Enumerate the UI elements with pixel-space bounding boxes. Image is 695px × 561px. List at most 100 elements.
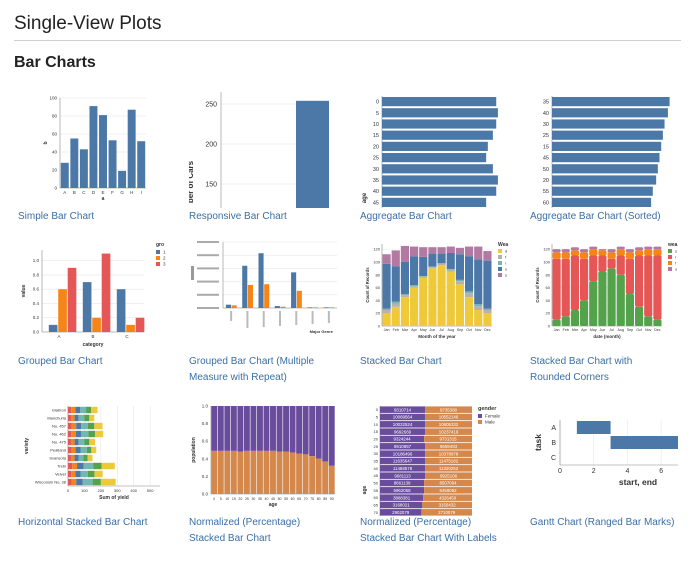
x-tick-label bbox=[295, 311, 298, 325]
bar-segment bbox=[91, 406, 98, 414]
bar-segment bbox=[391, 303, 400, 307]
card-title[interactable]: Aggregate Bar Chart (Sorted) bbox=[530, 211, 661, 222]
bar-segment bbox=[83, 454, 88, 462]
card-link[interactable]: Responsive Bar Chart bbox=[189, 209, 359, 225]
bar-segment bbox=[607, 258, 616, 269]
bar-segment bbox=[400, 293, 409, 296]
bar-segment bbox=[616, 246, 625, 250]
bar-segment bbox=[256, 450, 263, 494]
bar-label: 10237419 bbox=[439, 429, 459, 434]
bar bbox=[382, 164, 493, 174]
x-tick-label: Apr bbox=[411, 328, 417, 332]
card-link[interactable]: Normalized (Percentage) Stacked Bar Char… bbox=[360, 515, 530, 547]
card-title-line-2[interactable]: Stacked Bar Chart bbox=[189, 533, 271, 544]
card-link[interactable]: Stacked Bar Chart bbox=[360, 354, 530, 370]
bar bbox=[291, 272, 297, 308]
bar-segment bbox=[283, 451, 290, 494]
bar-label: 9659493 bbox=[440, 444, 458, 449]
bar bbox=[552, 97, 670, 107]
bar-label: 2710079 bbox=[438, 510, 456, 515]
bar-segment bbox=[428, 268, 437, 326]
card-link[interactable]: Grouped Bar Chart bbox=[18, 354, 188, 370]
card-title[interactable]: Gantt Chart (Ranged Bar Marks) bbox=[530, 517, 675, 528]
y-tick-label: 40 bbox=[373, 189, 379, 195]
y-tick-label: 1.0 bbox=[202, 404, 209, 409]
card-title-line-1[interactable]: Stacked Bar Chart with bbox=[530, 356, 633, 367]
card-title[interactable]: Aggregate Bar Chart bbox=[360, 211, 452, 222]
bar-segment bbox=[380, 443, 426, 450]
chart-thumbnail[interactable]: 0 20 40 60 80 100 120 Jan Feb Mar Apr May Jun Jul Aug S… bbox=[360, 238, 520, 354]
aggregate-bar-chart-svg: 0 5 10 15 20 25 30 35 40 45 age bbox=[362, 96, 498, 208]
bar bbox=[60, 162, 69, 188]
bar-segment bbox=[309, 406, 316, 457]
x-tick-label: 60 bbox=[291, 497, 295, 501]
chart-thumbnail[interactable]: Major Genre bbox=[189, 238, 349, 354]
bar bbox=[92, 317, 101, 332]
legend-label: 1 bbox=[163, 250, 166, 255]
bar-segment bbox=[78, 454, 84, 462]
bar-segment bbox=[237, 451, 244, 494]
card-title[interactable]: Horizontal Stacked Bar Chart bbox=[18, 517, 148, 528]
chart-thumbnail[interactable]: 0 20 40 60 80 100 120 Jan Feb Mar Apr May Jun Jul Aug S… bbox=[530, 238, 690, 354]
bar bbox=[116, 289, 126, 332]
card-link[interactable]: Simple Bar Chart bbox=[18, 209, 188, 225]
card-title-line-2[interactable]: Rounded Corners bbox=[530, 372, 609, 383]
y-tick-label: No. 475 bbox=[52, 440, 67, 445]
bar-segment bbox=[598, 255, 607, 272]
chart-thumbnail[interactable]: 0 5 10 15 20 25 30 35 40 45 age bbox=[360, 92, 520, 208]
card-link[interactable]: Horizontal Stacked Bar Chart bbox=[18, 515, 188, 531]
bar-segment bbox=[607, 252, 616, 259]
card-title-line-1[interactable]: Grouped Bar Chart (Multiple bbox=[189, 356, 315, 367]
card-title[interactable]: Grouped Bar Chart bbox=[18, 356, 103, 367]
y-tick-label: 60 bbox=[376, 285, 381, 290]
legend-swatch bbox=[498, 261, 502, 265]
bar-segment bbox=[78, 438, 85, 446]
chart-thumbnail[interactable]: 250 200 150 ber of Cars bbox=[189, 92, 349, 208]
x-axis-title: start, end bbox=[619, 477, 657, 487]
y-tick-label: 40 bbox=[374, 466, 379, 471]
y-tick-label: 50 bbox=[543, 167, 549, 173]
card-link[interactable]: Normalized (Percentage) Stacked Bar Char… bbox=[189, 515, 359, 547]
bar-segment bbox=[89, 414, 95, 422]
chart-thumbnail[interactable]: 35 40 30 25 15 45 50 20 55 60 bbox=[530, 92, 690, 208]
bar-label: 11320252 bbox=[439, 466, 459, 471]
y-tick-label: 55 bbox=[543, 189, 549, 195]
bar-segment bbox=[570, 250, 579, 256]
card-title[interactable]: Responsive Bar Chart bbox=[189, 211, 287, 222]
horizontal-stacked-bar-chart-svg: 0 100 200 300 400 500 Glabron Manchuria No. 457 N… bbox=[24, 406, 160, 501]
y-tick-label: 5 bbox=[376, 111, 379, 117]
bar-segment bbox=[382, 313, 391, 326]
y-tick-label: 0.8 bbox=[202, 421, 209, 426]
card-link[interactable]: Aggregate Bar Chart bbox=[360, 209, 530, 225]
bar-segment bbox=[71, 470, 76, 478]
bar-segment bbox=[217, 406, 224, 451]
chart-thumbnail[interactable]: 1.0 0.8 0.6 0.4 0.2 0.0 0 5 10 15 20 25 30 35 40 45 50 55… bbox=[189, 400, 349, 516]
x-tick-label: I bbox=[141, 190, 142, 195]
legend-swatch bbox=[498, 273, 502, 277]
card-title-line-2[interactable]: Measure with Repeat) bbox=[189, 372, 287, 383]
bar-label: 9681113 bbox=[394, 473, 411, 478]
card-title[interactable]: Simple Bar Chart bbox=[18, 211, 95, 222]
card-link[interactable]: Aggregate Bar Chart (Sorted) bbox=[530, 209, 695, 225]
card-title-line-2[interactable]: Stacked Bar Chart With Labels bbox=[360, 533, 497, 544]
bar-segment bbox=[455, 284, 464, 326]
bar-segment bbox=[437, 253, 446, 264]
bar-segment bbox=[483, 251, 492, 261]
bar-segment bbox=[89, 438, 96, 446]
card-title-line-1[interactable]: Normalized (Percentage) bbox=[360, 517, 472, 528]
card-link[interactable]: Grouped Bar Chart (Multiple Measure with… bbox=[189, 354, 359, 386]
card-link[interactable]: Gantt Chart (Ranged Bar Marks) bbox=[530, 515, 695, 531]
bar-segment bbox=[589, 246, 598, 250]
bar-segment bbox=[419, 247, 428, 257]
bar-segment bbox=[328, 406, 335, 466]
bar-segment bbox=[391, 306, 400, 326]
card-title-line-1[interactable]: Normalized (Percentage) bbox=[189, 517, 301, 528]
y-axis-title bbox=[191, 266, 194, 280]
card-link[interactable]: Stacked Bar Chart with Rounded Corners bbox=[530, 354, 695, 386]
chart-thumbnail[interactable]: 0 100 200 300 400 500 Glabron Manchuria No. 457 N… bbox=[18, 400, 178, 516]
chart-thumbnail[interactable]: 9310714 9735380 0 10069564 10552146 5 10022524… bbox=[360, 400, 520, 516]
card-title[interactable]: Stacked Bar Chart bbox=[360, 356, 442, 367]
